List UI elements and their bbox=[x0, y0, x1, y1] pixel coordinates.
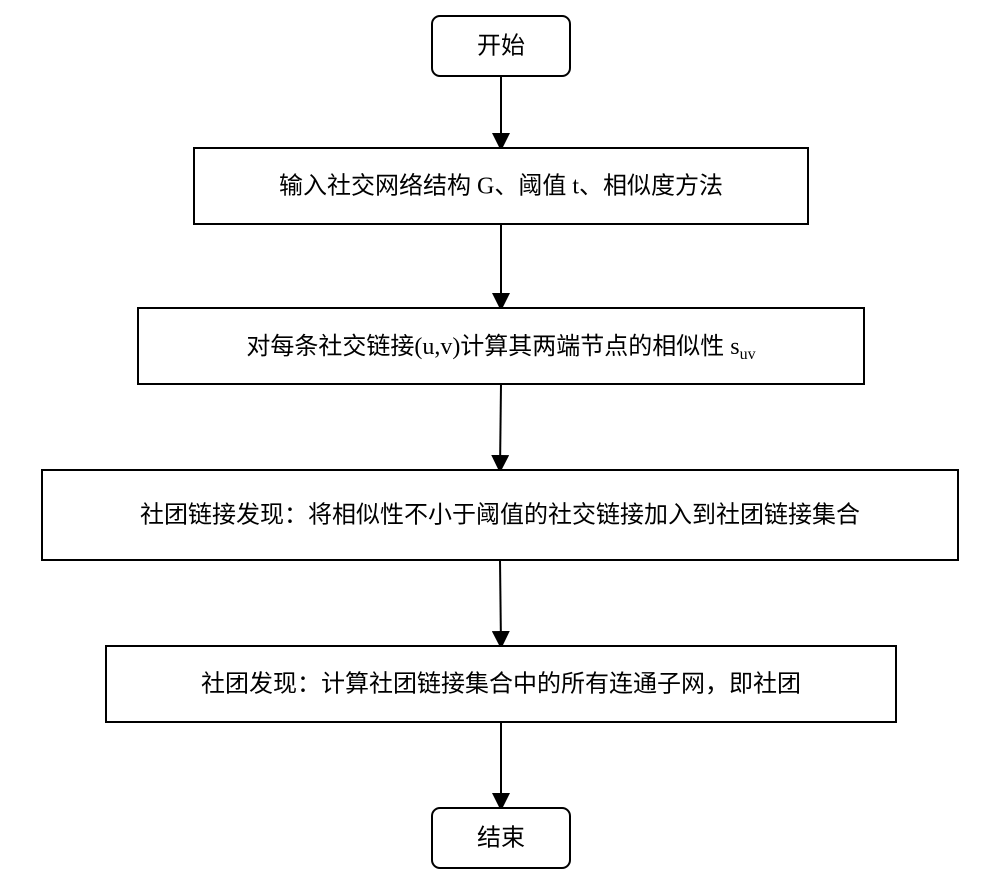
node-similarity-label: 对每条社交链接(u,v)计算其两端节点的相似性 suv bbox=[246, 333, 755, 363]
node-community_discovery-label: 社团发现：计算社团链接集合中的所有连通子网，即社团 bbox=[201, 671, 801, 698]
node-end: 结束 bbox=[432, 808, 570, 868]
node-input: 输入社交网络结构 G、阈值 t、相似度方法 bbox=[194, 148, 808, 224]
edge-similarity-to-link_discovery bbox=[500, 384, 501, 470]
node-community_discovery: 社团发现：计算社团链接集合中的所有连通子网，即社团 bbox=[106, 646, 896, 722]
node-start: 开始 bbox=[432, 16, 570, 76]
node-similarity-subscript: uv bbox=[740, 346, 756, 363]
edge-link_discovery-to-community_discovery bbox=[500, 560, 501, 646]
flowchart-canvas: 开始输入社交网络结构 G、阈值 t、相似度方法对每条社交链接(u,v)计算其两端… bbox=[0, 0, 1000, 891]
node-link_discovery: 社团链接发现：将相似性不小于阈值的社交链接加入到社团链接集合 bbox=[42, 470, 958, 560]
node-similarity: 对每条社交链接(u,v)计算其两端节点的相似性 suv bbox=[138, 308, 864, 384]
node-end-label: 结束 bbox=[477, 825, 525, 852]
node-start-label: 开始 bbox=[477, 33, 525, 60]
node-input-label: 输入社交网络结构 G、阈值 t、相似度方法 bbox=[279, 173, 723, 200]
node-link_discovery-label: 社团链接发现：将相似性不小于阈值的社交链接加入到社团链接集合 bbox=[140, 502, 860, 529]
